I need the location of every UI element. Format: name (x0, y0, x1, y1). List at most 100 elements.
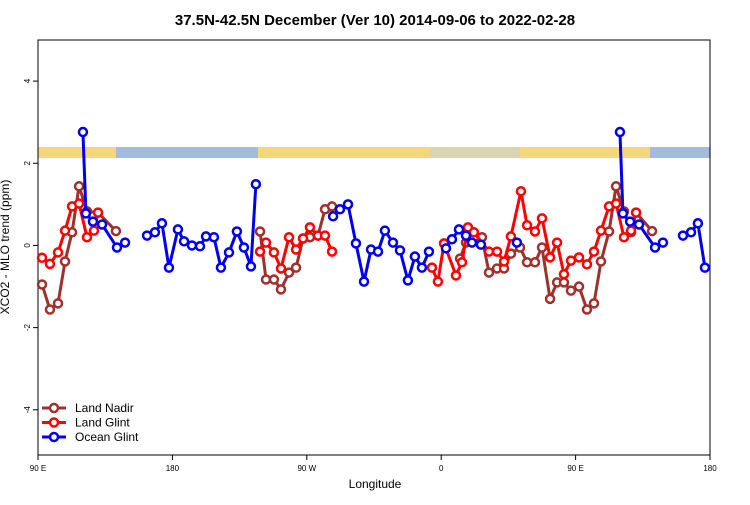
data-point (44, 258, 56, 270)
data-point (618, 231, 630, 243)
data-point (80, 208, 92, 219)
plot-frame (37, 39, 711, 456)
data-point (59, 256, 71, 267)
legend-label: Land Nadir (75, 401, 134, 415)
data-point (73, 198, 85, 209)
data-point (409, 251, 421, 262)
x-tick-label: 90 W (297, 464, 316, 473)
data-point (290, 262, 302, 273)
y-tick-label: 2 (23, 160, 32, 165)
data-point (283, 231, 295, 243)
series-line (430, 190, 638, 287)
data-point (402, 275, 414, 286)
data-point (387, 237, 399, 248)
data-point (551, 237, 563, 248)
data-point (52, 298, 64, 309)
data-point (466, 237, 478, 248)
data-point (268, 274, 280, 285)
data-point (646, 225, 658, 237)
data-point (379, 225, 391, 236)
data-point (319, 230, 331, 241)
data-point (304, 222, 316, 233)
data-point (110, 225, 122, 237)
data-point (633, 219, 645, 230)
data-point (610, 181, 622, 192)
data-point (215, 262, 227, 273)
x-tick-label: 90 E (30, 464, 46, 473)
data-point (617, 208, 629, 219)
data-point (460, 230, 472, 241)
data-point (119, 237, 131, 248)
data-point (529, 257, 541, 268)
series-line (332, 201, 431, 286)
data-point (529, 226, 541, 237)
data-point (73, 181, 85, 192)
data-point (483, 267, 495, 278)
data-point (283, 267, 295, 278)
data-point (544, 293, 556, 305)
data-point (275, 263, 287, 274)
data-point (432, 276, 444, 287)
data-point (565, 255, 577, 266)
data-point (649, 242, 661, 253)
data-point (657, 237, 669, 248)
data-point (483, 246, 495, 257)
map-strip (38, 147, 710, 158)
data-point (692, 218, 704, 229)
legend-marker (48, 402, 60, 414)
data-point (81, 231, 93, 243)
data-point (172, 224, 184, 235)
data-point (334, 204, 346, 215)
data-point (77, 126, 89, 138)
data-point (440, 243, 452, 254)
y-axis-label: XCO2 - MLO trend (ppm) (0, 180, 12, 315)
data-point (511, 237, 523, 248)
data-point (573, 281, 585, 292)
x-tick-label: 0 (439, 464, 444, 473)
data-point (416, 262, 428, 273)
data-point (44, 304, 56, 315)
data-point (87, 216, 99, 227)
data-point (350, 238, 362, 249)
data-point (475, 239, 487, 250)
x-tick-label: 90 E (567, 464, 583, 473)
data-point (231, 226, 243, 237)
data-point (446, 234, 458, 245)
data-point (178, 236, 190, 247)
data-point (327, 211, 339, 222)
data-point (297, 233, 309, 244)
data-point (254, 246, 266, 257)
chart-title: 37.5N-42.5N December (Ver 10) 2014-09-06… (175, 12, 575, 29)
data-point (595, 256, 607, 267)
x-axis-label: Longitude (349, 477, 402, 491)
data-point (614, 126, 626, 138)
data-point (453, 224, 465, 235)
data-point (92, 207, 104, 218)
data-point (149, 227, 161, 238)
data-point (394, 245, 406, 256)
data-point (260, 237, 272, 248)
data-point (59, 225, 71, 236)
data-point (603, 226, 615, 237)
data-point (372, 246, 384, 257)
data-point (208, 231, 220, 243)
y-tick-label: -4 (23, 406, 32, 414)
data-point (156, 218, 168, 229)
data-point (630, 207, 642, 218)
data-point (588, 298, 600, 309)
data-point (423, 246, 435, 257)
legend-marker (48, 431, 60, 443)
data-point (610, 198, 622, 209)
data-point (521, 220, 533, 231)
data-point (186, 240, 198, 251)
data-point (238, 242, 250, 253)
data-point (36, 252, 48, 264)
data-point (498, 256, 510, 267)
data-point (96, 219, 108, 230)
data-point (111, 242, 123, 253)
data-point (536, 213, 548, 224)
data-point (515, 185, 527, 197)
data-point (685, 227, 697, 238)
data-point (290, 244, 302, 255)
